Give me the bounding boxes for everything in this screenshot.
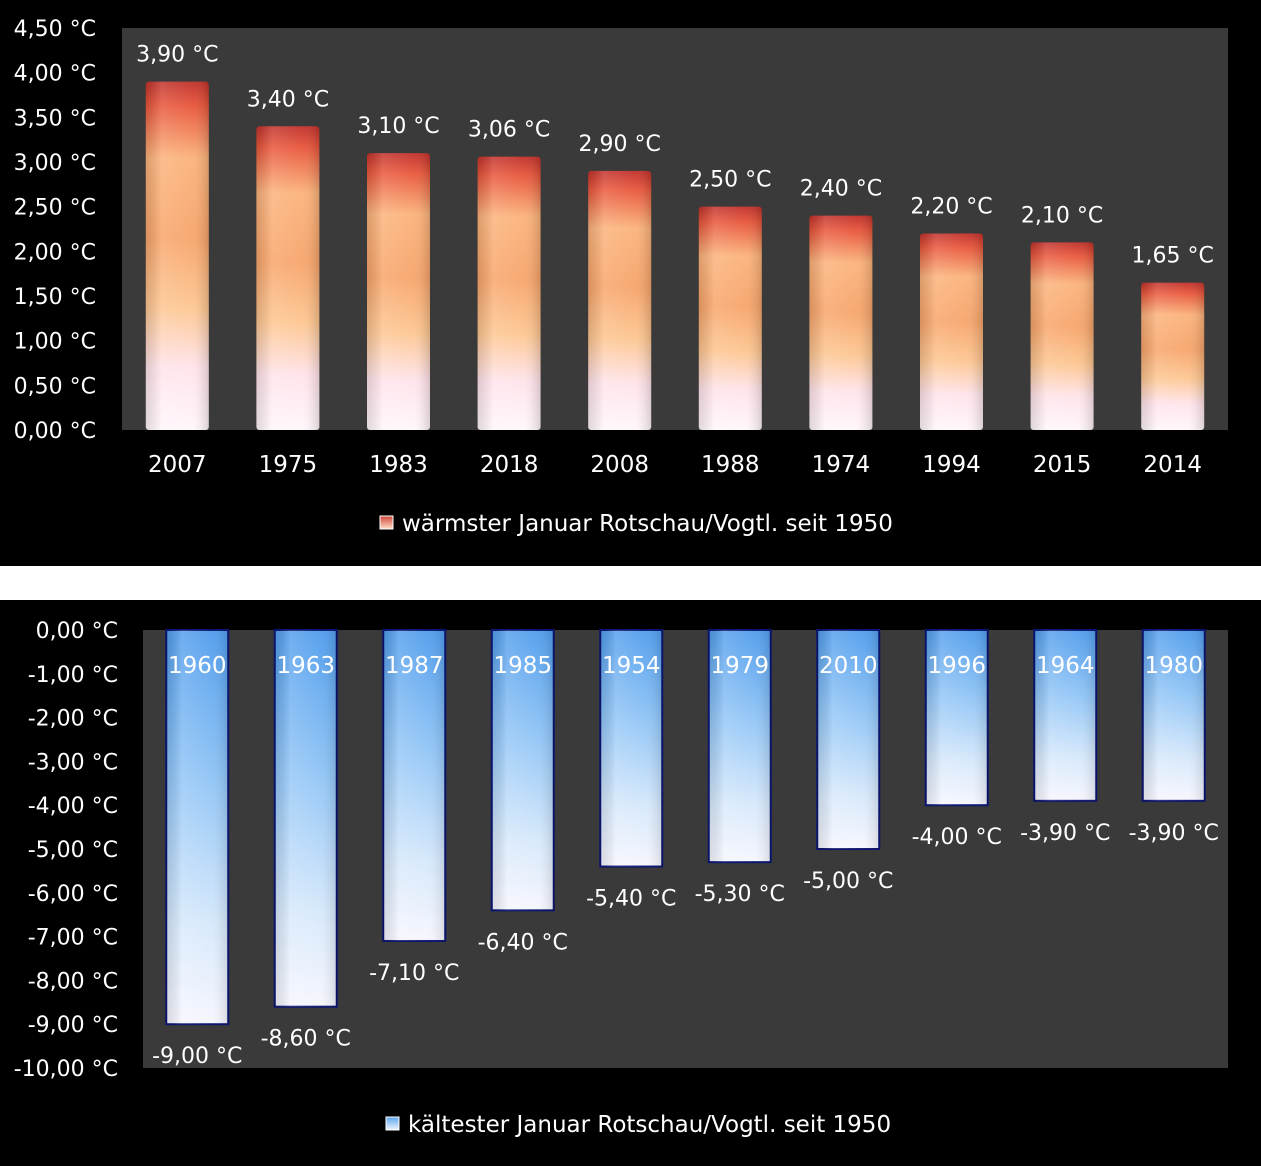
- bar-sheen: [1034, 630, 1097, 801]
- bar-sheen: [1141, 282, 1205, 430]
- data-label: 3,10 °C: [357, 114, 439, 139]
- y-tick-label: -8,00 °C: [28, 969, 118, 994]
- x-tick-label: 1964: [1036, 653, 1095, 679]
- x-tick-label: 1988: [701, 452, 760, 478]
- y-tick-label: 4,00 °C: [14, 62, 96, 87]
- legend-label: wärmster Januar Rotschau/Vogtl. seit 195…: [402, 511, 893, 537]
- y-tick-label: 1,50 °C: [14, 285, 96, 310]
- y-tick-label: 0,00 °C: [14, 419, 96, 444]
- y-tick-label: -10,00 °C: [14, 1057, 118, 1082]
- data-label: -4,00 °C: [912, 825, 1002, 850]
- bar-sheen: [256, 126, 320, 431]
- data-label: 3,40 °C: [247, 87, 329, 112]
- y-tick-label: 2,00 °C: [14, 240, 96, 265]
- x-tick-label: 2015: [1033, 452, 1092, 478]
- x-tick-label: 1954: [602, 653, 661, 679]
- data-label: -3,90 °C: [1129, 821, 1219, 846]
- bar-sheen: [274, 630, 337, 1007]
- x-tick-label: 1985: [493, 653, 552, 679]
- x-tick-label: 2008: [590, 452, 649, 478]
- bar-sheen: [477, 156, 541, 430]
- data-label: 2,50 °C: [689, 168, 771, 193]
- bar-sheen: [708, 630, 771, 863]
- data-label: 2,20 °C: [910, 194, 992, 219]
- warmest-january-chart: 0,00 °C 0,50 °C 1,00 °C 1,50 °C 2,00 °C 2,50 …: [14, 17, 1228, 537]
- data-label: -6,40 °C: [478, 930, 568, 955]
- data-label: -5,40 °C: [586, 887, 676, 912]
- x-tick-label: 2014: [1143, 452, 1202, 478]
- data-label: -5,30 °C: [695, 882, 785, 907]
- data-label: -9,00 °C: [152, 1044, 242, 1069]
- legend-swatch: [379, 515, 394, 530]
- data-label: 2,40 °C: [800, 177, 882, 202]
- x-tick-label: 1994: [922, 452, 981, 478]
- bar-sheen: [920, 233, 983, 430]
- data-label: 3,06 °C: [468, 118, 550, 143]
- data-label: 1,65 °C: [1132, 244, 1214, 269]
- data-label: -7,10 °C: [369, 961, 459, 986]
- y-tick-label: -1,00 °C: [28, 663, 118, 688]
- x-tick-label: 1996: [927, 653, 986, 679]
- x-tick-label: 1983: [369, 452, 428, 478]
- bar-sheen: [383, 630, 446, 941]
- data-label: 2,90 °C: [579, 132, 661, 157]
- y-tick-label: -2,00 °C: [28, 707, 118, 732]
- y-tick-label: -7,00 °C: [28, 926, 118, 951]
- bar-sheen: [491, 630, 554, 911]
- bar-sheen: [809, 215, 873, 430]
- y-tick-label: 0,50 °C: [14, 374, 96, 399]
- x-tick-label: 1979: [710, 653, 769, 679]
- bar-sheen: [1030, 242, 1094, 430]
- bar-sheen: [1142, 630, 1205, 801]
- x-tick-label: 2018: [480, 452, 539, 478]
- coldest-january-chart-panel: 0,00 °C -1,00 °C -2,00 °C -3,00 °C -4,00 °C -…: [0, 600, 1261, 1166]
- x-tick-label: 2010: [819, 653, 878, 679]
- data-label: 3,90 °C: [136, 43, 218, 68]
- bar-sheen: [588, 170, 652, 430]
- bar-sheen: [698, 206, 762, 430]
- legend-swatch: [385, 1116, 400, 1131]
- x-tick-label: 1975: [259, 452, 318, 478]
- legend-label: kältester Januar Rotschau/Vogtl. seit 19…: [408, 1112, 891, 1138]
- bar-sheen: [166, 630, 229, 1025]
- y-tick-label: 3,50 °C: [14, 106, 96, 131]
- y-tick-label: -3,00 °C: [28, 750, 118, 775]
- x-tick-label: 2007: [148, 452, 207, 478]
- warmest-january-chart-panel: 0,00 °C 0,50 °C 1,00 °C 1,50 °C 2,00 °C 2,50 …: [0, 0, 1261, 566]
- x-tick-label: 1980: [1144, 653, 1203, 679]
- y-tick-label: -5,00 °C: [28, 838, 118, 863]
- coldest-january-chart: 0,00 °C-1,00 °C-2,00 °C-3,00 °C-4,00 °C-…: [14, 619, 1228, 1138]
- data-label: -5,00 °C: [803, 869, 893, 894]
- bar-sheen: [925, 630, 988, 806]
- bar-sheen: [600, 630, 663, 867]
- x-tick-label: 1960: [168, 653, 227, 679]
- y-tick-label: -4,00 °C: [28, 794, 118, 819]
- y-tick-label: 0,00 °C: [36, 619, 118, 644]
- y-tick-label: -9,00 °C: [28, 1013, 118, 1038]
- bar-sheen: [367, 153, 430, 431]
- bar-sheen: [817, 630, 880, 849]
- data-label: -8,60 °C: [261, 1027, 351, 1052]
- y-tick-label: 2,50 °C: [14, 196, 96, 221]
- data-label: -3,90 °C: [1020, 821, 1110, 846]
- y-tick-label: 1,00 °C: [14, 330, 96, 355]
- y-tick-label: 4,50 °C: [14, 17, 96, 42]
- y-tick-label: 3,00 °C: [14, 151, 96, 176]
- bar-sheen: [145, 81, 209, 430]
- y-tick-label: -6,00 °C: [28, 882, 118, 907]
- x-tick-label: 1974: [812, 452, 871, 478]
- x-tick-label: 1987: [385, 653, 444, 679]
- x-tick-label: 1963: [276, 653, 335, 679]
- data-label: 2,10 °C: [1021, 203, 1103, 228]
